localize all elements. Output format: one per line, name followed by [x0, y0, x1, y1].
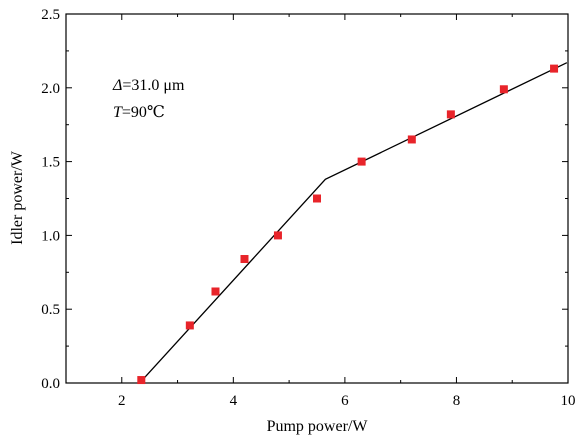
data-point [357, 157, 366, 166]
x-axis-label: Pump power/W [267, 418, 369, 435]
y-tick-label: 0.5 [41, 302, 60, 318]
annotation-delta: Δ=31.0 μm [112, 77, 185, 94]
data-point [137, 376, 146, 385]
data-point [211, 287, 220, 296]
annotation-temperature: T=90℃ [113, 104, 165, 121]
annotation-delta-symbol: Δ [112, 77, 122, 94]
x-tick-label: 10 [561, 393, 576, 409]
data-point [273, 231, 282, 240]
data-points [137, 64, 559, 385]
fit-line [139, 62, 568, 384]
x-tick-label: 6 [341, 393, 349, 409]
data-point [499, 85, 508, 94]
x-tick-label: 4 [230, 393, 238, 409]
annotation-delta-value: =31.0 μm [122, 77, 185, 94]
x-tick-label: 8 [453, 393, 461, 409]
annotation-temperature-symbol: T [113, 104, 123, 121]
y-tick-label: 0.0 [41, 376, 60, 392]
y-axis-label: Idler power/W [9, 150, 26, 245]
fit-lines [139, 62, 568, 384]
data-point [313, 194, 321, 203]
data-point [407, 135, 416, 144]
annotation-temperature-value: =90℃ [122, 104, 165, 121]
data-point [185, 321, 194, 330]
axis-ticks: 2 4 6 8 10 0.0 0.5 1.0 1.5 2.0 2.5 [41, 7, 575, 409]
y-tick-label: 1.0 [41, 228, 60, 244]
data-point [550, 64, 559, 73]
data-point [446, 110, 455, 119]
y-tick-label: 1.5 [41, 155, 60, 171]
x-tick-label: 2 [118, 393, 126, 409]
data-point [240, 255, 249, 264]
y-tick-label: 2.0 [41, 81, 60, 97]
y-tick-label: 2.5 [41, 7, 60, 23]
